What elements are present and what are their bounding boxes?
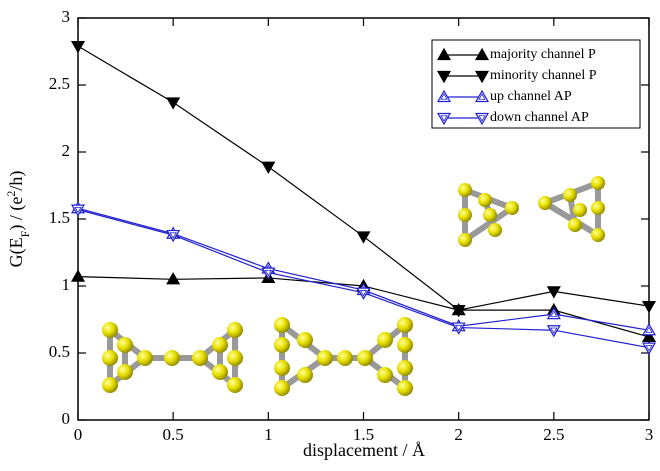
y-label-part: ) / (e <box>6 197 27 231</box>
x-tick-label: 3 <box>645 425 654 444</box>
y-tick-label: 1 <box>62 275 71 294</box>
data-point <box>167 273 179 284</box>
molecule-1 <box>102 322 243 393</box>
data-point <box>262 162 274 173</box>
data-point <box>167 98 179 109</box>
y-tick-label: 2.5 <box>49 74 70 93</box>
data-point <box>72 271 84 282</box>
legend-label: minority channel P <box>490 68 597 83</box>
molecule-3 <box>458 183 519 247</box>
y-tick-label: 0 <box>62 409 71 428</box>
legend-label: up channel AP <box>490 89 572 104</box>
y-tick-label: 2 <box>62 141 71 160</box>
x-tick-label: 0 <box>74 425 83 444</box>
x-tick-label: 1.5 <box>353 425 374 444</box>
molecule-images <box>102 176 605 396</box>
y-label-part: G(E <box>6 237 27 267</box>
data-point <box>358 232 370 243</box>
y-tick-label: 3 <box>62 7 71 26</box>
x-tick-label: 2.5 <box>543 425 564 444</box>
molecule-2 <box>274 317 413 396</box>
molecule-4 <box>538 176 605 242</box>
y-label-part: /h) <box>6 171 27 191</box>
x-tick-label: 2 <box>454 425 463 444</box>
data-point <box>643 343 655 354</box>
y-axis-label: G(EF) / (e2/h) <box>4 171 32 268</box>
chart: displacement / Å G(EF) / (e2/h) 00.511.5… <box>0 0 660 466</box>
legend-label: majority channel P <box>490 47 596 62</box>
x-tick-label: 1 <box>264 425 273 444</box>
y-tick-label: 0.5 <box>49 342 70 361</box>
data-point <box>72 42 84 53</box>
y-tick-label: 1.5 <box>49 208 70 227</box>
series-line <box>78 208 649 330</box>
legend-label: down channel AP <box>490 110 589 125</box>
x-tick-label: 0.5 <box>163 425 184 444</box>
data-point <box>643 302 655 313</box>
